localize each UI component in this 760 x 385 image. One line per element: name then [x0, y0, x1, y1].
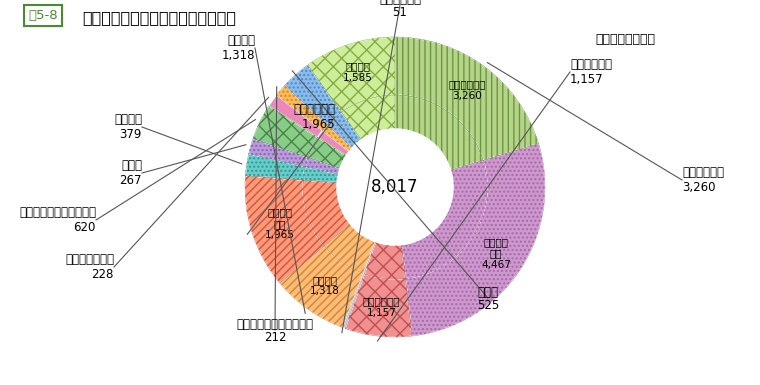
Wedge shape: [395, 37, 539, 161]
Wedge shape: [245, 154, 306, 180]
Wedge shape: [318, 131, 349, 156]
Text: 年金たる
補償
4,467: 年金たる 補償 4,467: [481, 237, 511, 270]
Text: 療養補償: 療養補償: [227, 34, 255, 47]
Text: 障害特別給付金（年金）: 障害特別給付金（年金）: [236, 318, 313, 331]
Wedge shape: [401, 161, 487, 278]
Text: 3,260: 3,260: [682, 181, 715, 194]
Text: 51: 51: [393, 6, 407, 19]
Wedge shape: [405, 144, 545, 336]
Wedge shape: [303, 167, 338, 182]
Text: 遺族特別援護金: 遺族特別援護金: [65, 253, 114, 266]
Wedge shape: [308, 37, 395, 112]
Wedge shape: [303, 180, 350, 246]
Text: 補償及び福祉事業の種類別実施金額: 補償及び福祉事業の種類別実施金額: [82, 10, 236, 25]
Text: 1,157: 1,157: [570, 73, 603, 86]
Wedge shape: [245, 176, 325, 283]
Text: 傷病補償年金: 傷病補償年金: [379, 0, 421, 6]
Wedge shape: [363, 241, 375, 274]
Wedge shape: [269, 95, 322, 137]
Wedge shape: [306, 157, 340, 174]
Wedge shape: [364, 242, 405, 279]
Text: 図5-8: 図5-8: [28, 9, 58, 22]
Text: 1,965: 1,965: [302, 118, 335, 131]
Text: 遺族補償年金: 遺族補償年金: [682, 166, 724, 179]
Circle shape: [337, 129, 453, 245]
Text: 遺族補償年金
3,260: 遺族補償年金 3,260: [448, 79, 486, 100]
Text: 228: 228: [92, 268, 114, 281]
Text: 267: 267: [119, 174, 142, 187]
Text: その他: その他: [477, 286, 499, 299]
Text: 1,318: 1,318: [221, 49, 255, 62]
Text: 障害補償年金
1,157: 障害補償年金 1,157: [363, 296, 400, 318]
Wedge shape: [322, 125, 353, 151]
Text: 379: 379: [119, 128, 142, 141]
Text: 療養補償
1,318: 療養補償 1,318: [310, 275, 340, 296]
Text: 休業補償: 休業補償: [114, 113, 142, 126]
Wedge shape: [285, 65, 341, 125]
Text: 525: 525: [477, 299, 499, 312]
Wedge shape: [341, 95, 395, 140]
Text: （単位：百万円）: （単位：百万円）: [595, 33, 655, 46]
Wedge shape: [308, 137, 347, 168]
Text: その他の
補償
1,965: その他の 補償 1,965: [264, 207, 295, 241]
Text: 福祉事業
1,585: 福祉事業 1,585: [343, 61, 373, 83]
Text: その他: その他: [121, 159, 142, 172]
Text: 8,017: 8,017: [371, 178, 419, 196]
Wedge shape: [325, 224, 375, 273]
Wedge shape: [249, 139, 308, 167]
Wedge shape: [342, 273, 364, 328]
Wedge shape: [328, 112, 361, 148]
Text: 620: 620: [74, 221, 96, 234]
Wedge shape: [395, 95, 483, 170]
Wedge shape: [345, 274, 412, 337]
Text: 212: 212: [264, 331, 287, 344]
Text: その他の補償: その他の補償: [293, 103, 335, 116]
Wedge shape: [253, 106, 318, 157]
Wedge shape: [277, 85, 328, 131]
Wedge shape: [280, 246, 363, 327]
Text: 遺族特別給付金（年金）: 遺族特別給付金（年金）: [19, 206, 96, 219]
Text: 障害補償年金: 障害補償年金: [570, 58, 612, 71]
